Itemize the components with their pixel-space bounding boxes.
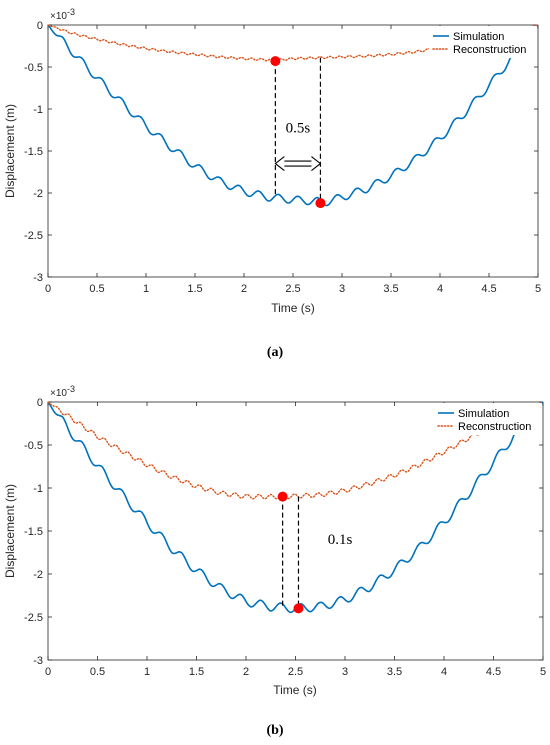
x-tick-label: 0.5 [90,666,105,678]
peak-marker [277,491,288,502]
y-tick-label: -3 [33,655,43,667]
y-tick-label: -3 [33,272,43,284]
x-tick-label: 4 [437,283,443,295]
y-axis-multiplier: ×10-3 [50,7,75,22]
multiplier-exponent: -3 [67,7,75,17]
panel-caption: (b) [266,723,283,738]
x-tick-label: 0 [45,283,51,295]
arrow-head-left [274,156,285,172]
x-tick-label: 4.5 [481,283,496,295]
plot-area [47,401,544,661]
chart-panel-b: 0 0.5 1 1.5 2 2.5 3 3.5 4 4.5 5 0 -0.5 -1 -1.5 -2 -2.5 -3… [3,384,546,738]
multiplier-base: ×10 [50,11,67,22]
y-axis-multiplier: ×10-3 [50,384,75,399]
x-tick-label: 4.5 [486,666,501,678]
legend-box [434,403,542,435]
legend-box [429,26,537,58]
x-tick-label: 0 [45,666,51,678]
x-tick-label: 1 [144,666,150,678]
y-tick-label: -1.5 [24,146,43,158]
peak-marker [293,603,304,614]
plot-area [47,24,539,278]
peak-marker [270,56,281,67]
multiplier-base: ×10 [50,388,67,399]
legend-label-reconstruction: Reconstruction [458,421,531,433]
x-tick-label: 3 [339,283,345,295]
x-tick-label: 5 [535,283,541,295]
y-axis-label: Displacement (m) [3,484,17,578]
chart-panel-a: 0 0.5 1 1.5 2 2.5 3 3.5 4 4.5 5 0 -0.5 -1 -1.5 -2 -2.5 -3… [3,7,541,360]
time-delay-annotation: 0.5s [286,121,311,137]
x-axis-label: Time (s) [271,301,315,315]
double-arrow [274,156,322,172]
legend-label-reconstruction: Reconstruction [453,44,526,56]
y-tick-label: -2 [33,188,43,200]
x-axis-label: Time (s) [273,683,317,697]
x-tick-label: 1.5 [189,666,204,678]
y-tick-label: 0 [37,397,43,409]
y-tick-label: -2 [33,569,43,581]
multiplier-exponent: -3 [67,384,75,394]
x-tick-label: 2.5 [288,666,303,678]
x-tick-label: 2 [243,666,249,678]
x-tick-label: 2.5 [285,283,300,295]
y-axis-label: Displacement (m) [3,104,17,198]
y-tick-label: 0 [37,20,43,32]
y-tick-label: -1 [33,104,43,116]
y-tick-label: -2.5 [24,612,43,624]
y-tick-label: -1.5 [24,526,43,538]
x-tick-label: 1 [143,283,149,295]
peak-marker [315,198,326,209]
series-line-simulation [47,24,539,207]
x-tick-label: 3.5 [383,283,398,295]
x-tick-label: 1.5 [187,283,202,295]
y-tick-label: -0.5 [24,440,43,452]
x-tick-label: 4 [441,666,447,678]
y-tick-label: -0.5 [24,62,43,74]
y-tick-label: -2.5 [24,230,43,242]
legend-label-simulation: Simulation [458,408,509,420]
legend-label-simulation: Simulation [453,31,504,43]
y-tick-label: -1 [33,483,43,495]
x-tick-label: 3 [342,666,348,678]
panel-caption: (a) [267,345,284,360]
arrow-head-right [311,156,322,172]
x-tick-label: 0.5 [89,283,104,295]
x-tick-label: 3.5 [387,666,402,678]
x-tick-label: 5 [540,666,546,678]
series-line-reconstruction [47,401,544,500]
x-tick-label: 2 [241,283,247,295]
time-delay-annotation: 0.1s [328,532,353,548]
